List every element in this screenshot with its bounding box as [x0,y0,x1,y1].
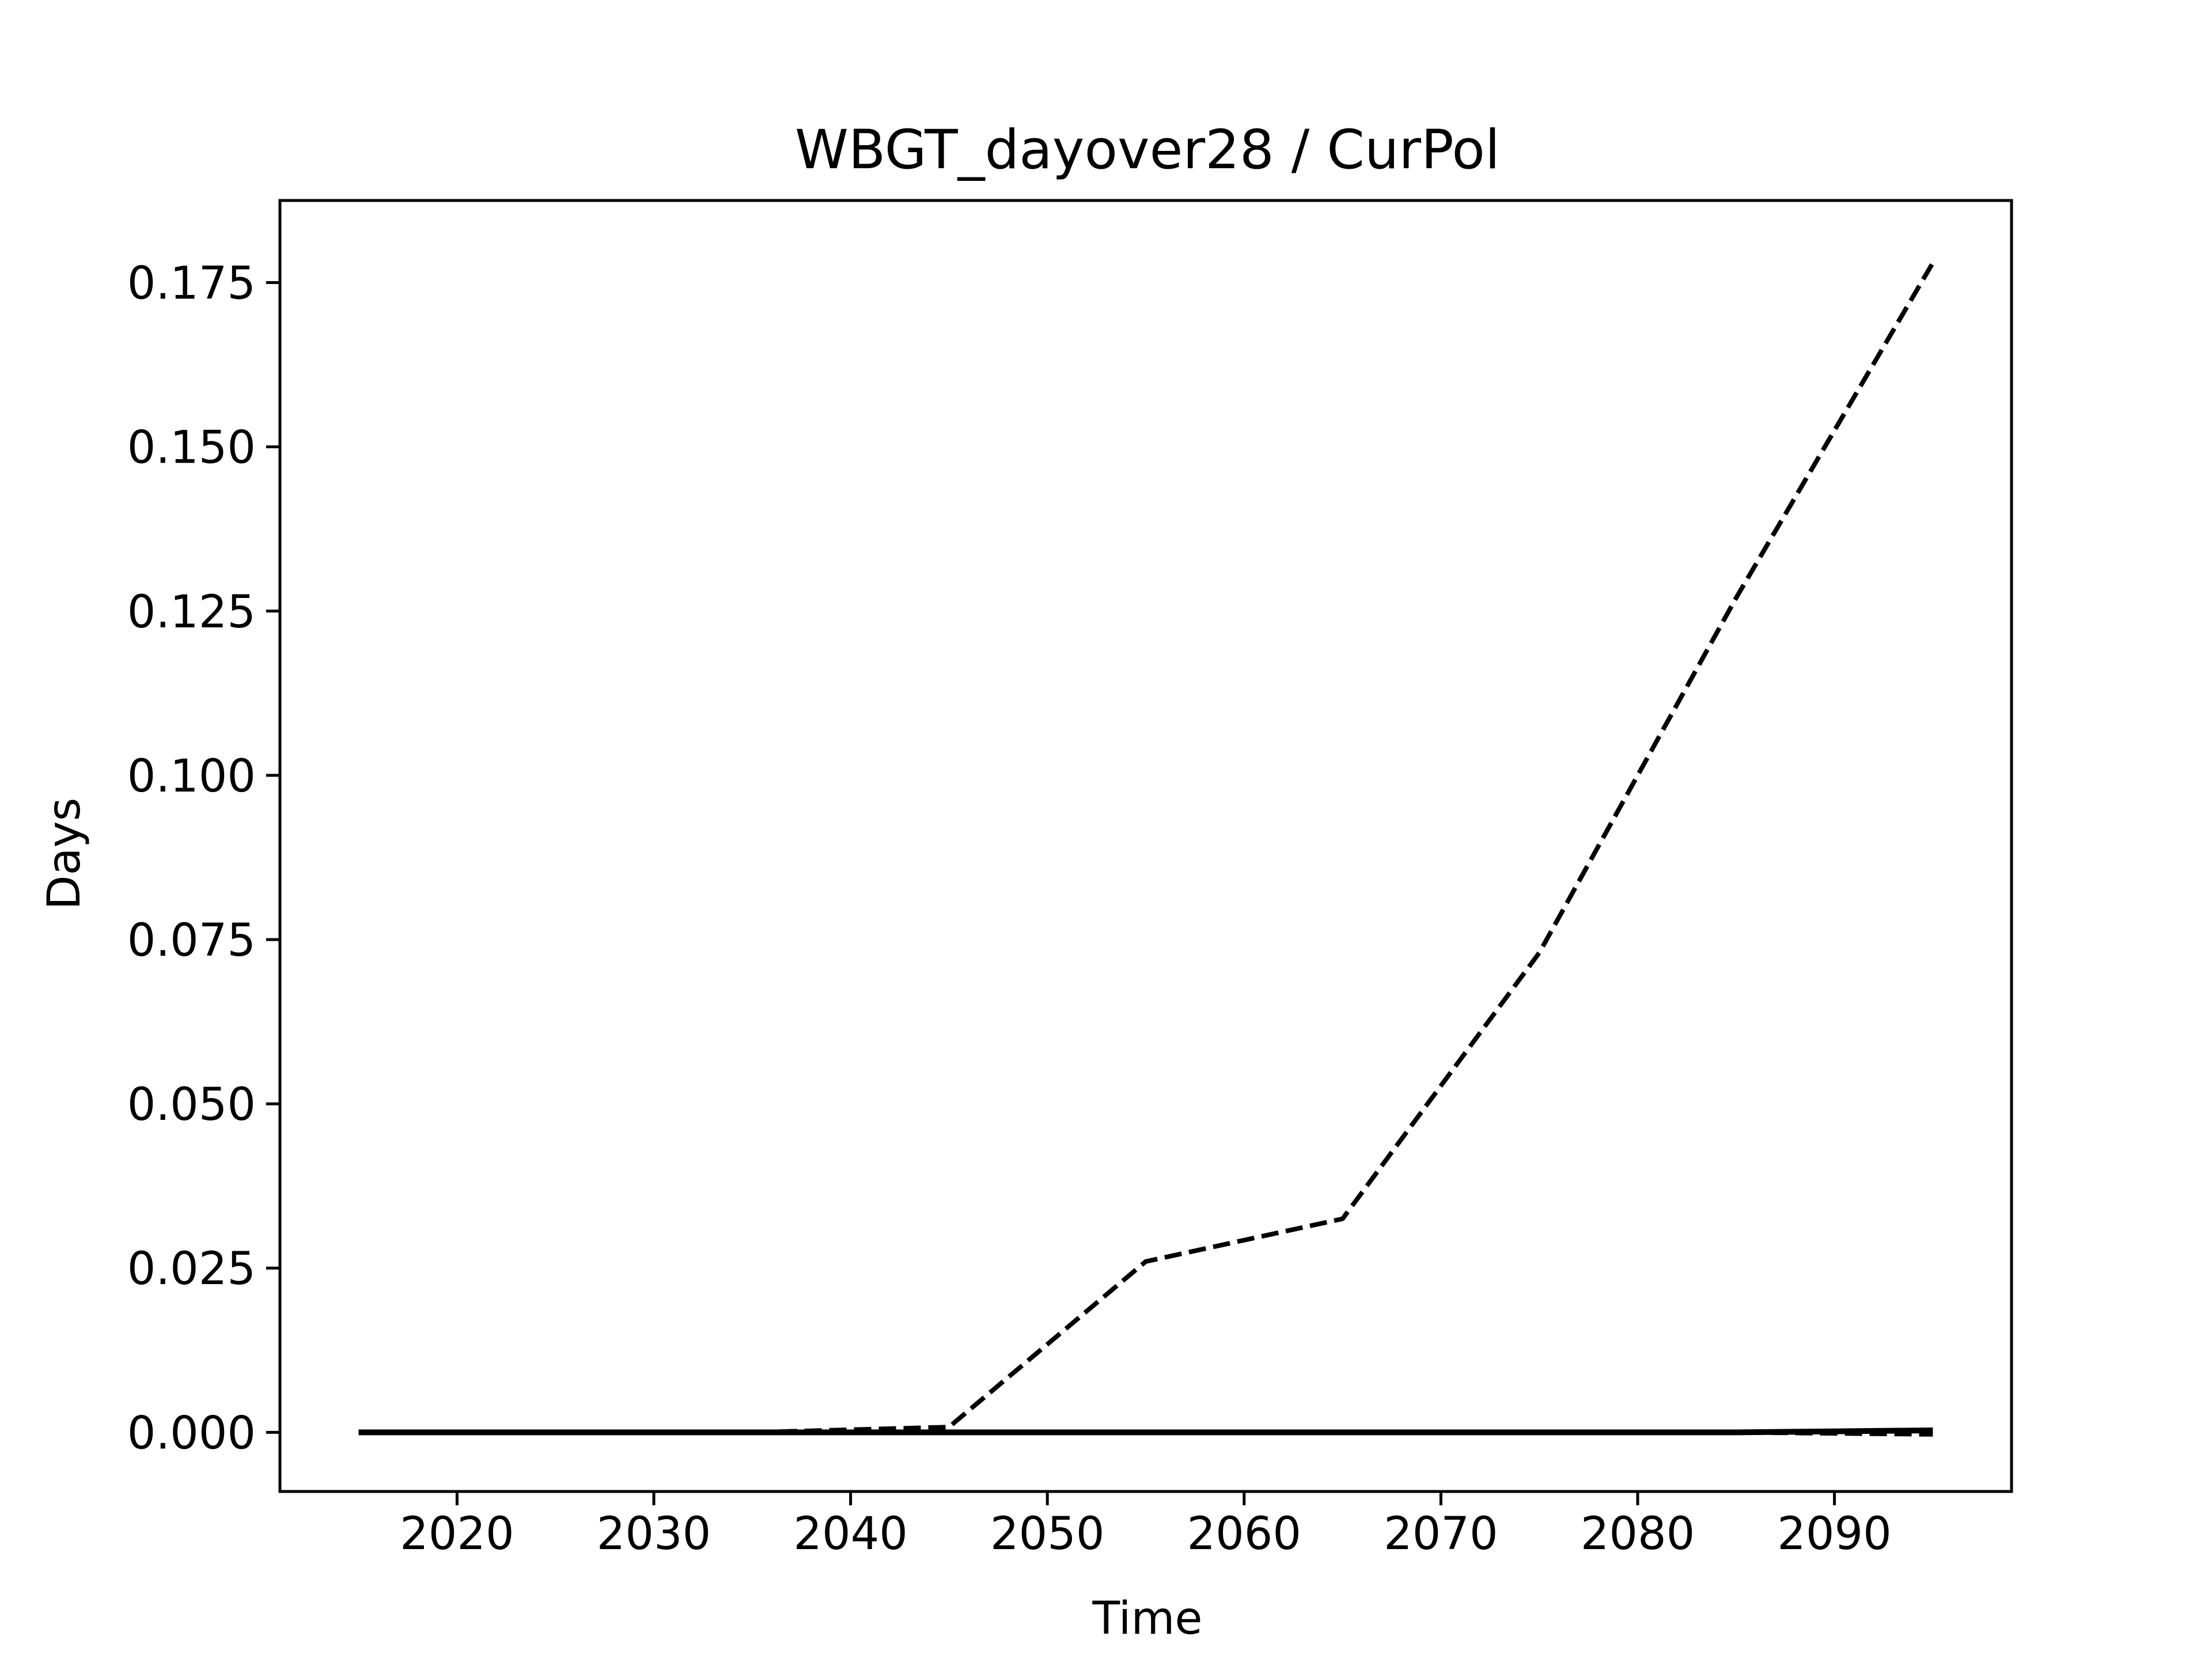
x-tick-label: 2070 [1384,1508,1498,1560]
x-tick-label: 2060 [1187,1508,1302,1560]
x-tick-label: 2020 [400,1508,514,1560]
series-layer [358,262,1935,1437]
x-tick-label: 2080 [1581,1508,1695,1560]
y-tick-label: 0.025 [127,1243,256,1295]
y-tick-label: 0.125 [127,586,256,638]
x-axis-ticks: 2020 2030 2040 2050 2060 2070 2080 2090 [400,1491,1892,1560]
y-tick-label: 0.100 [127,751,256,802]
y-tick-label: 0.000 [127,1407,256,1459]
series-line-3 [358,1430,1933,1437]
y-tick-label: 0.150 [127,422,256,474]
x-tick-label: 2030 [597,1508,711,1560]
plot-area-frame [278,199,2013,1493]
y-tick-label: 0.175 [127,258,256,310]
y-tick-label: 0.050 [127,1079,256,1131]
x-tick-label: 2050 [990,1508,1105,1560]
x-tick-label: 2090 [1777,1508,1892,1560]
y-tick-label: 0.075 [127,915,256,967]
x-axis-label: Time [1092,1593,1203,1645]
y-axis-ticks: 0.000 0.025 0.050 0.075 0.100 0.125 0.150 0.175 [127,258,280,1459]
x-tick-label: 2040 [793,1508,908,1560]
y-axis-label: Days [39,798,90,910]
chart-title: WBGT_dayover28 / CurPol [795,119,1500,181]
